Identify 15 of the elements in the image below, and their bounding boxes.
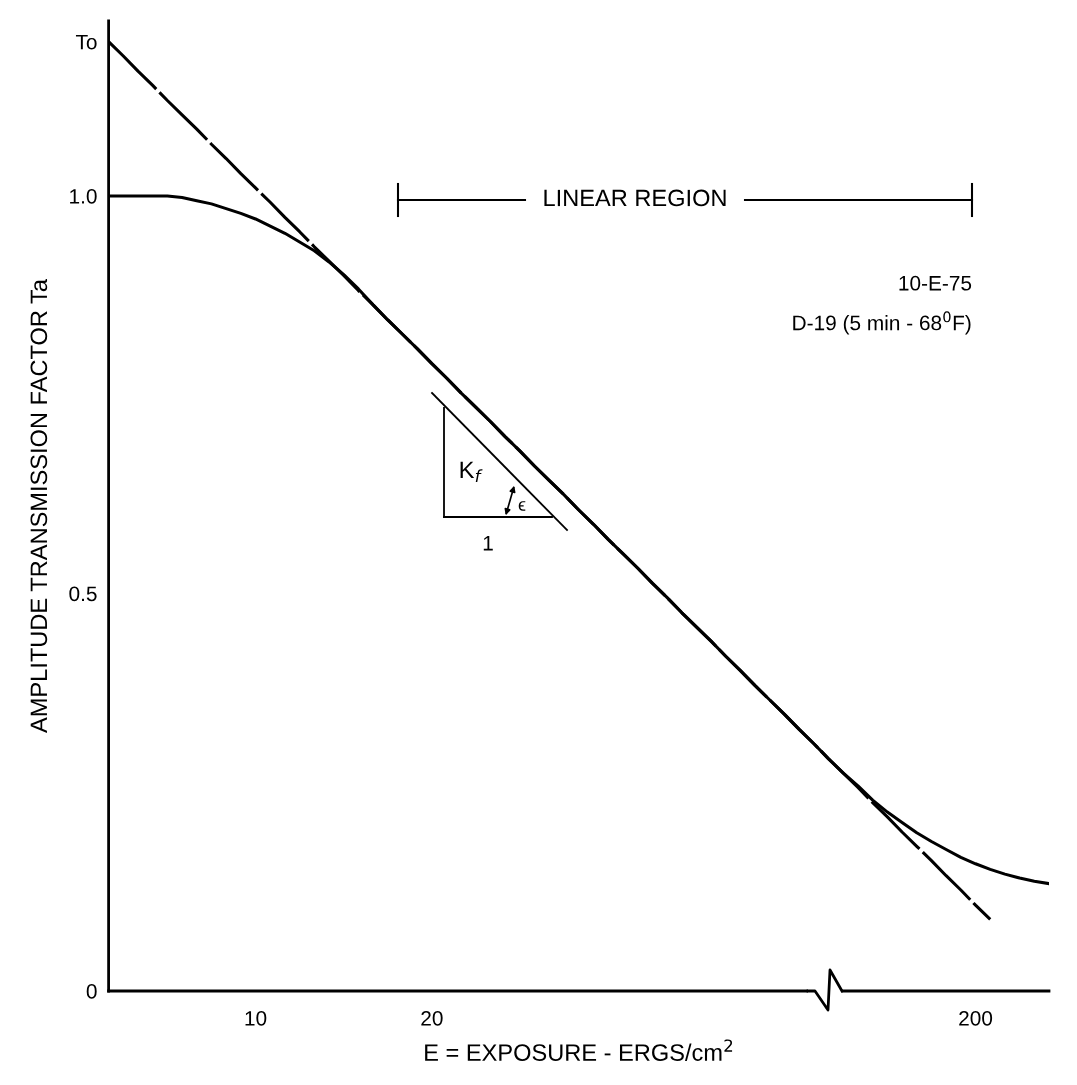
annotation: D-19 (5 min - 68$^{0}$F)	[793, 311, 971, 335]
x-tick-label: 10	[245, 1010, 267, 1026]
y-tick-label: 0	[86, 984, 97, 999]
y-axis-title: AMPLITUDE TRANSMISSION FACTOR Ta	[30, 279, 48, 733]
annotation: ϵ	[518, 501, 526, 511]
y-tick-label: 0.5	[69, 586, 97, 602]
x-tick-label: 200	[959, 1010, 993, 1026]
x-axis-title: E = EXPOSURE - ERGS/cm$^{2}$	[425, 1039, 733, 1061]
annotation: LINEAR REGION	[544, 189, 726, 207]
y-tick-label: To	[75, 34, 97, 50]
x-tick-label: 20	[421, 1010, 443, 1026]
y-tick-label: 1.0	[70, 188, 97, 204]
annotation: 1	[483, 536, 493, 551]
annotation: 10-E-75	[899, 275, 972, 291]
annotation: K$_{f}$	[460, 461, 483, 482]
